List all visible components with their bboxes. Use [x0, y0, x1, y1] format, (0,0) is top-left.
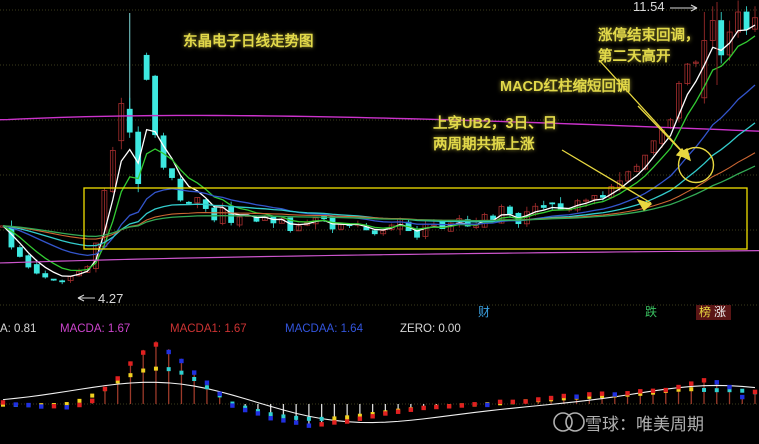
svg-text:MACDAA: 1.64: MACDAA: 1.64 [285, 323, 364, 335]
svg-text:11.54: 11.54 [633, 0, 665, 14]
svg-text:第二天高开: 第二天高开 [598, 47, 671, 65]
svg-text:榜: 榜 [699, 304, 711, 319]
svg-text:两周期共振上涨: 两周期共振上涨 [433, 135, 535, 153]
svg-text:MACD红柱缩短回调: MACD红柱缩短回调 [500, 77, 631, 95]
svg-text:上穿UB2，3日、日: 上穿UB2，3日、日 [433, 114, 557, 132]
svg-text:ZERO: 0.00: ZERO: 0.00 [400, 323, 461, 335]
svg-text:跌: 跌 [645, 304, 657, 319]
svg-text:A: 0.81: A: 0.81 [0, 323, 36, 335]
svg-text:4.27: 4.27 [98, 291, 123, 306]
svg-text:涨停结束回调，: 涨停结束回调， [598, 26, 700, 44]
svg-text:财: 财 [478, 305, 490, 319]
svg-text:东晶电子日线走势图: 东晶电子日线走势图 [183, 32, 314, 50]
svg-text:MACDA: 1.67: MACDA: 1.67 [60, 323, 130, 335]
svg-text:MACDA1: 1.67: MACDA1: 1.67 [170, 323, 247, 335]
svg-text:涨: 涨 [714, 304, 726, 319]
svg-text:雪球：唯美周期: 雪球：唯美周期 [585, 415, 704, 434]
